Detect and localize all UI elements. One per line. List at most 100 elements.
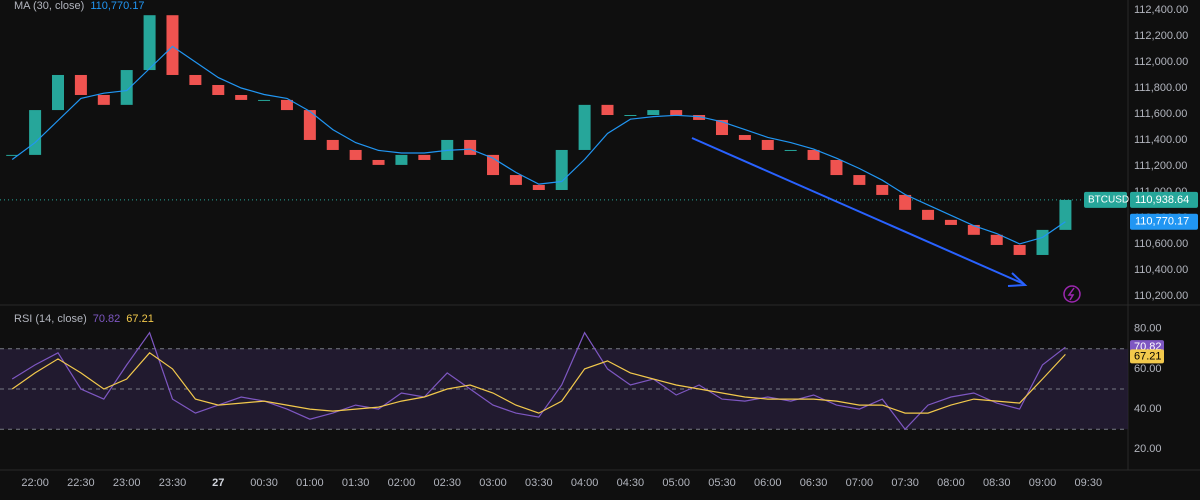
legend-value: 70.82 [93,313,121,325]
candle [52,74,65,111]
time-tick-label: 08:30 [983,477,1011,489]
candle [6,154,19,156]
candle [555,149,568,190]
candle [97,94,110,105]
rsi-value-label: 67.21 [1134,350,1162,362]
ma-price-box [1130,213,1198,230]
price-tick-label: 111,600.00 [1134,108,1187,120]
symbol-box [1084,191,1127,208]
candle [967,224,980,235]
rsi-value-box [1130,349,1164,364]
candle [418,154,431,160]
time-tick-label: 09:30 [1075,477,1103,489]
candle [395,154,408,165]
candle [1036,229,1049,255]
time-tick-label: 22:30 [67,477,95,489]
alert-icon[interactable] [1063,285,1081,303]
candle [74,74,87,95]
candle [693,115,706,120]
candle [784,149,797,151]
candle [258,99,271,101]
rsi-tick-label: 20.00 [1134,443,1162,455]
legend-name: MA (30, close) [14,0,84,12]
time-tick-label: 04:30 [617,477,645,489]
time-tick-label: 03:00 [479,477,507,489]
candle [990,234,1003,245]
time-tick-label: 03:30 [525,477,553,489]
candle [1013,244,1026,255]
candle [372,159,385,165]
candle [624,115,637,117]
candle [944,219,957,225]
price-tick-label: 110,600.00 [1134,238,1188,250]
trend-arrow [691,137,1025,285]
time-tick-label: 02:30 [433,477,461,489]
price-tick-label: 112,400.00 [1134,4,1188,16]
alert-icon-bolt [1067,287,1075,301]
price-tick-label: 112,000.00 [1134,56,1188,68]
candle [235,94,248,100]
time-tick-label: 08:00 [937,477,965,489]
candle [853,175,866,185]
time-tick-label: 01:30 [342,477,370,489]
price-tick-label: 110,400.00 [1134,264,1188,276]
time-tick-label: 23:30 [159,477,187,489]
arrow-head [1007,272,1028,287]
candle [532,184,545,190]
price-tick-label: 110,200.00 [1134,290,1188,302]
candle [120,70,133,105]
candle [830,159,843,176]
candle [326,139,339,150]
price-tick-label: 111,400.00 [1134,134,1187,146]
time-tick-label: 09:00 [1029,477,1057,489]
candle [670,110,683,116]
candle [578,104,591,150]
candle [899,194,912,210]
symbol-label: BTCUSD [1088,195,1129,206]
time-tick-label: 01:00 [296,477,324,489]
time-tick-label: 27 [212,477,224,489]
candle [464,139,477,155]
time-tick-label: 02:00 [388,477,416,489]
candle [303,110,316,140]
candle [807,149,820,160]
candle [212,84,225,95]
candle [601,104,614,116]
candle [166,15,179,75]
rsi-tick-label: 80.00 [1134,323,1162,335]
rsi-line [11,331,1066,431]
time-tick-label: 04:00 [571,477,599,489]
ma-line [11,45,1066,245]
candle [509,175,522,185]
legend-value: 67.21 [126,313,154,325]
candle [349,149,362,160]
time-tick-label: 00:30 [250,477,278,489]
time-tick-label: 23:00 [113,477,141,489]
rsi-tick-label: 40.00 [1134,403,1162,415]
candle [761,139,774,150]
candle [280,99,293,111]
time-tick-label: 05:30 [708,477,736,489]
time-tick-label: 07:00 [846,477,874,489]
time-tick-label: 06:00 [754,477,782,489]
candle [876,184,889,195]
time-tick-label: 22:00 [21,477,49,489]
price-tick-label: 111,800.00 [1134,82,1187,94]
time-tick-label: 05:00 [662,477,690,489]
legend-value: 110,770.17 [90,0,144,12]
ma-price-label: 110,770.17 [1135,216,1189,228]
candle [143,15,156,71]
candle [922,209,935,220]
rsi-line [11,351,1066,414]
candle [29,110,42,155]
time-tick-label: 07:30 [891,477,919,489]
candle [189,74,202,85]
rsi-tick-label: 60.00 [1134,363,1162,375]
candle [647,110,660,116]
candle [1059,199,1072,230]
time-tick-label: 06:30 [800,477,828,489]
last-price-box [1130,191,1198,208]
legend-name: RSI (14, close) [14,313,87,325]
price-tick-label: 111,200.00 [1134,160,1187,172]
